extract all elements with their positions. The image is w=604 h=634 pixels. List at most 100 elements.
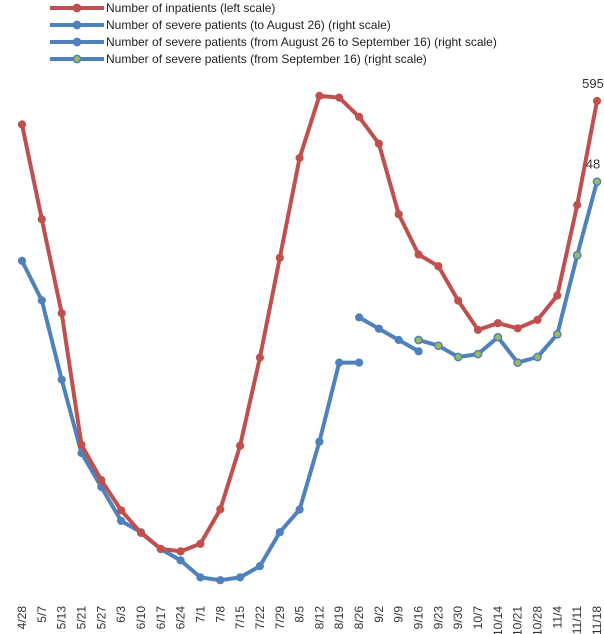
x-tick-label: 5/7 <box>35 606 49 623</box>
data-label: 48 <box>586 157 600 172</box>
series-3-line <box>416 179 599 365</box>
series-0-point <box>315 91 324 101</box>
series-0-point <box>117 506 126 515</box>
x-tick-label: 6/24 <box>174 606 188 630</box>
series-0-point <box>513 324 522 333</box>
series-0-point <box>335 93 344 102</box>
series-1-line <box>20 258 362 583</box>
series-3-point <box>473 349 483 359</box>
series-1-point <box>355 358 364 367</box>
legend-swatch-marker <box>72 54 82 64</box>
legend-item: Number of severe patients (from Septembe… <box>50 52 427 66</box>
series-1-point <box>117 516 126 526</box>
x-tick-label: 4/28 <box>15 606 29 630</box>
x-tick-label: 7/22 <box>253 606 267 630</box>
legend-label: Number of severe patients (to August 26)… <box>106 18 391 32</box>
series-1-point <box>196 573 205 582</box>
series-0-point <box>176 547 185 556</box>
series-0-point <box>414 250 423 259</box>
series-3-point <box>513 358 523 367</box>
series-0 <box>17 91 602 556</box>
x-tick-label: 7/15 <box>233 606 247 630</box>
x-tick-label: 9/2 <box>372 606 386 623</box>
series-0-point <box>295 153 304 163</box>
x-tick-label: 10/28 <box>531 606 545 634</box>
x-tick-label: 5/13 <box>55 606 69 630</box>
x-tick-label: 11/18 <box>590 606 604 634</box>
x-tick-label: 10/21 <box>511 606 525 634</box>
series-3-point <box>572 250 582 260</box>
series-3-point <box>414 335 423 345</box>
series-2-point <box>355 313 364 322</box>
series-0-point <box>573 200 582 210</box>
series-0-point <box>553 291 562 300</box>
legend-item: Number of severe patients (from August 2… <box>50 35 497 49</box>
series-1-point <box>37 296 46 305</box>
series-1-point <box>315 437 324 446</box>
data-label: 595 <box>582 76 604 91</box>
series-3-point <box>533 352 542 362</box>
series-0-point <box>97 476 106 485</box>
series-0-point <box>136 528 146 538</box>
series-0-point <box>533 315 542 324</box>
x-tick-label: 8/5 <box>293 606 307 623</box>
x-axis-ticks: 4/28 5/7 5/13 5/21 5/27 6/3 6/10 6/17 6/24 7/1 7/8… <box>15 606 604 634</box>
series-0-point <box>255 353 264 362</box>
x-tick-label: 10/7 <box>471 606 485 630</box>
series-1-point <box>255 562 264 571</box>
series-1-point <box>275 528 284 537</box>
series-0-point <box>156 544 165 553</box>
series-3-point <box>493 332 503 342</box>
series-1-point <box>17 256 27 265</box>
plot-area <box>17 91 602 585</box>
series-1-point <box>57 375 66 384</box>
series-0-point <box>196 539 205 548</box>
x-tick-label: 9/23 <box>431 606 445 630</box>
x-tick-label: 11/11 <box>570 606 584 634</box>
series-1-point <box>176 556 185 565</box>
series-1 <box>17 256 364 585</box>
series-3 <box>414 177 602 367</box>
series-1-point <box>335 358 344 367</box>
legend-swatch-marker <box>72 20 82 30</box>
series-2-point <box>394 335 403 345</box>
legend-label: Number of severe patients (from August 2… <box>106 35 497 49</box>
x-tick-label: 8/26 <box>352 606 366 630</box>
series-0-point <box>355 112 364 122</box>
series-0-point <box>592 96 602 106</box>
series-3-point <box>552 329 562 339</box>
x-tick-label: 8/12 <box>312 606 326 630</box>
series-0-point <box>236 441 245 450</box>
legend-swatch-marker <box>72 37 82 47</box>
x-tick-label: 9/9 <box>392 606 406 623</box>
legend: Number of inpatients (left scale) Number … <box>50 1 497 66</box>
series-0-point <box>394 210 403 219</box>
x-tick-label: 6/10 <box>134 606 148 630</box>
series-3-point <box>592 177 602 187</box>
x-tick-label: 7/1 <box>193 606 207 623</box>
series-0-point <box>275 253 284 262</box>
series-3-point <box>453 352 463 362</box>
x-tick-label: 5/27 <box>94 606 108 630</box>
legend-label: Number of severe patients (from Septembe… <box>106 52 427 66</box>
data-labels: 595 48 <box>582 76 604 172</box>
x-tick-label: 7/29 <box>273 606 287 630</box>
x-tick-label: 6/3 <box>114 606 128 623</box>
series-0-point <box>493 319 502 328</box>
x-tick-label: 8/19 <box>332 606 346 630</box>
series-3-point <box>434 341 443 351</box>
x-tick-label: 9/30 <box>451 606 465 630</box>
series-0-point <box>17 120 27 129</box>
series-2-line <box>357 315 421 354</box>
series-2-point <box>414 347 423 356</box>
series-0-point <box>37 215 46 224</box>
series-0-point <box>57 309 66 318</box>
series-1-point <box>295 505 304 514</box>
series-0-line <box>20 93 599 554</box>
series-0-point <box>77 440 86 449</box>
series-1-point <box>236 573 245 582</box>
x-tick-label: 7/8 <box>213 606 227 623</box>
x-tick-label: 11/4 <box>550 606 564 629</box>
series-2-point <box>374 324 383 333</box>
